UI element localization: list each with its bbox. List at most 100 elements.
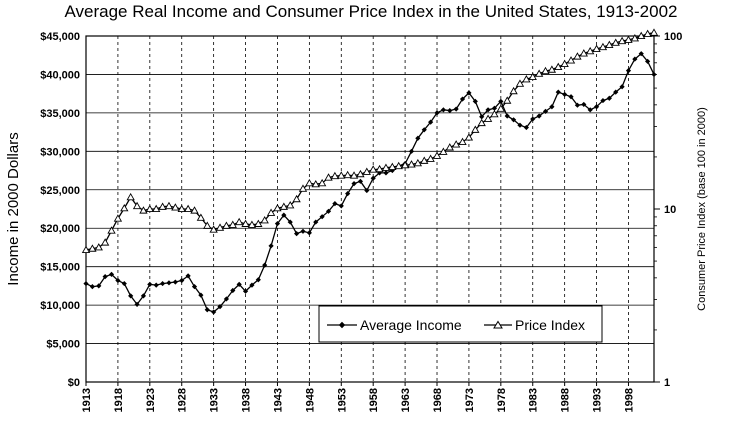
point-price-index (190, 206, 199, 214)
point-price-index (324, 173, 333, 181)
point-price-index (94, 243, 103, 251)
point-price-index (566, 56, 576, 64)
point-price-index (420, 156, 429, 164)
point-price-index (637, 31, 646, 40)
x-tick-label: 1958 (368, 388, 380, 412)
point-average-income (332, 201, 338, 207)
point-average-income (147, 281, 153, 287)
y-tick-label: $5,000 (46, 339, 80, 351)
point-average-income (153, 282, 159, 288)
point-price-index (273, 203, 282, 212)
x-tick-label: 1928 (177, 388, 189, 412)
point-average-income (536, 113, 542, 119)
point-average-income (83, 280, 89, 287)
point-average-income (421, 127, 427, 133)
point-price-index (490, 109, 499, 118)
y2-axis-title: Consumer Price Index (base 100 in 2000) (696, 107, 708, 311)
point-price-index (407, 160, 416, 168)
point-price-index (152, 204, 161, 213)
x-tick-label: 1983 (528, 388, 540, 412)
point-price-index (413, 158, 423, 167)
legend-marker-average-income (338, 321, 346, 329)
point-average-income (306, 230, 312, 236)
point-price-index (222, 221, 231, 229)
point-average-income (619, 84, 625, 90)
x-tick-label: 1943 (272, 388, 284, 412)
point-price-index (107, 226, 116, 234)
point-price-index (528, 72, 537, 80)
point-average-income (281, 212, 287, 218)
point-price-index (451, 140, 461, 148)
point-price-index (649, 28, 659, 36)
point-price-index (369, 165, 378, 173)
point-average-income (319, 214, 325, 220)
point-price-index (343, 170, 352, 179)
point-price-index (458, 137, 467, 146)
point-average-income (491, 105, 498, 111)
point-average-income (262, 262, 268, 268)
point-price-index (126, 192, 135, 201)
point-average-income (121, 280, 127, 287)
point-price-index (541, 66, 550, 75)
point-average-income (191, 284, 198, 290)
point-price-index (547, 65, 557, 73)
point-price-index (234, 217, 244, 226)
x-tick-label: 1963 (400, 388, 412, 412)
y-tick-label: $15,000 (40, 262, 80, 274)
legend-box (318, 305, 603, 343)
point-average-income (530, 116, 536, 122)
y2-tick-label: 10 (664, 204, 676, 216)
point-price-index (88, 244, 97, 252)
point-average-income (140, 293, 147, 299)
point-price-index (400, 160, 410, 169)
point-average-income (562, 91, 568, 98)
point-price-index (113, 214, 123, 222)
point-average-income (166, 280, 172, 286)
point-average-income (581, 101, 587, 108)
point-average-income (300, 228, 306, 234)
point-average-income (574, 102, 581, 108)
point-price-index (534, 69, 544, 77)
point-average-income (485, 107, 491, 113)
point-average-income (325, 208, 332, 214)
point-price-index (356, 169, 365, 178)
point-average-income (434, 110, 440, 116)
point-price-index (432, 151, 442, 159)
point-average-income (542, 108, 549, 114)
point-price-index (298, 184, 308, 192)
point-average-income (466, 90, 472, 96)
point-price-index (579, 49, 588, 57)
y-tick-label: $45,000 (40, 31, 80, 43)
point-average-income (415, 135, 421, 141)
point-average-income (287, 219, 293, 225)
point-average-income (242, 288, 249, 294)
point-average-income (638, 51, 644, 57)
y-axis-title: Income in 2000 Dollars (5, 132, 22, 285)
point-price-index (522, 74, 531, 83)
point-average-income (376, 170, 383, 176)
point-average-income (593, 104, 600, 110)
y-tick-label: $25,000 (40, 185, 80, 197)
point-price-index (592, 44, 601, 52)
x-tick-label: 1913 (81, 388, 93, 412)
point-price-index (617, 36, 627, 45)
point-price-index (247, 220, 257, 228)
point-average-income (313, 219, 319, 225)
point-average-income (255, 277, 261, 283)
tick-labels: $0 $5,000 $10,000 $15,000 $20,000 $25,000 $30,… (40, 31, 682, 412)
point-price-index (241, 219, 250, 227)
point-price-index (477, 118, 486, 127)
point-average-income (351, 181, 357, 187)
point-average-income (198, 292, 204, 298)
point-price-index (305, 178, 314, 187)
point-average-income (268, 243, 274, 249)
x-tick-label: 1973 (464, 388, 476, 412)
point-price-index (483, 114, 493, 122)
point-price-index (375, 164, 384, 173)
point-price-index (171, 203, 180, 211)
point-price-index (158, 202, 167, 210)
point-price-index (317, 178, 327, 187)
point-price-index (337, 171, 346, 179)
point-average-income (523, 124, 529, 131)
point-price-index (554, 62, 563, 71)
